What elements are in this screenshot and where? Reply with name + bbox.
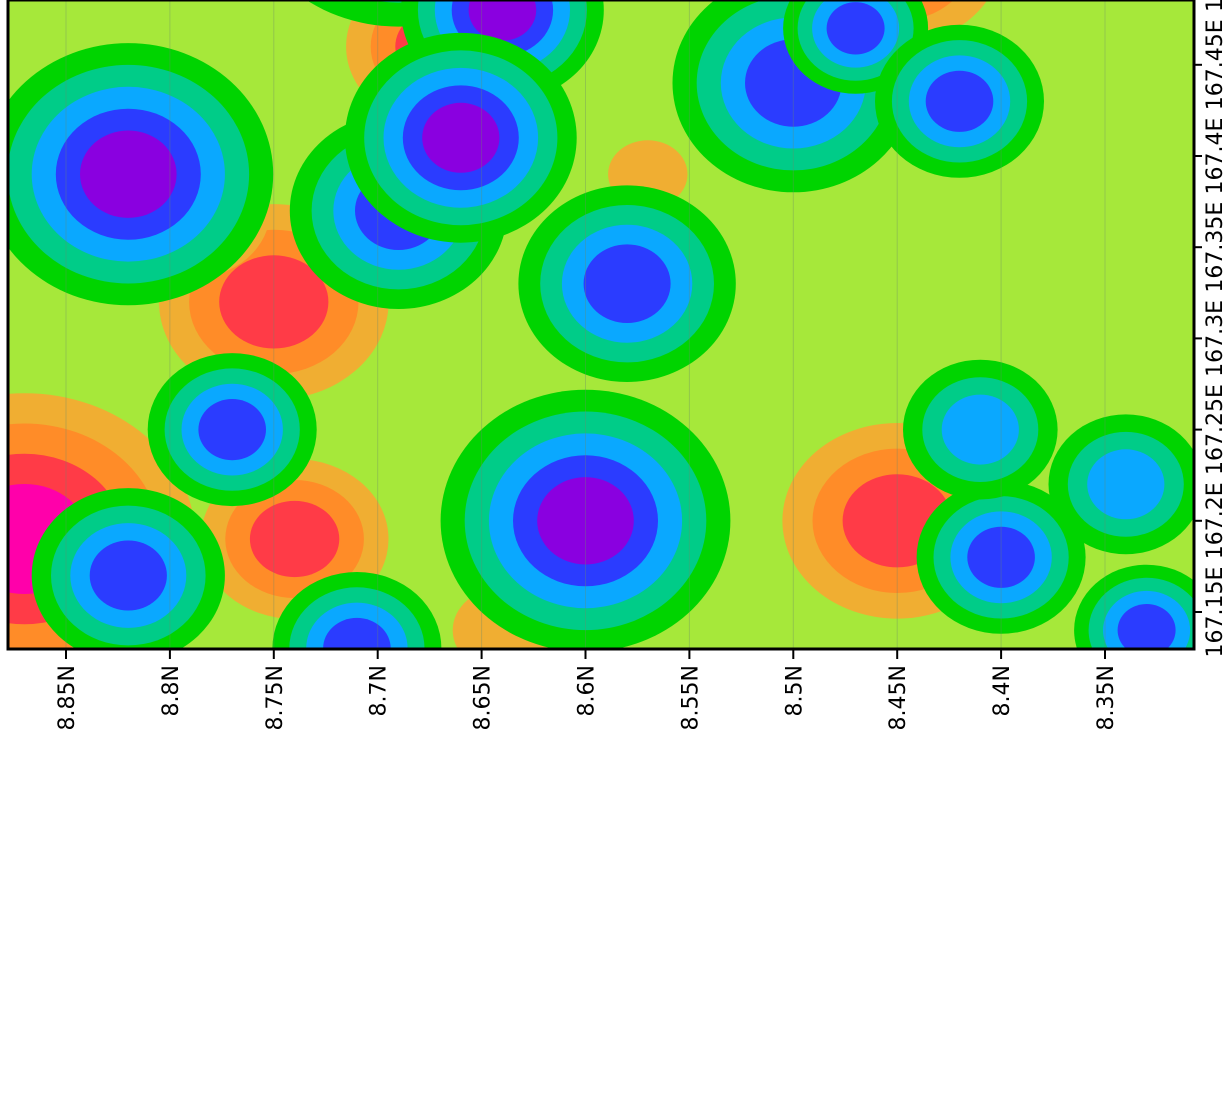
y-tick-label: 167.5E	[1203, 0, 1228, 12]
x-tick-label: 8.45N	[886, 665, 911, 730]
grid-lines	[65, 0, 1106, 649]
contour-bands	[8, 0, 1194, 649]
contour-band-27-8	[826, 2, 885, 55]
y-tick-label: 167.4E	[1203, 118, 1228, 195]
contour-band-21-9	[422, 102, 500, 173]
contour-band-35-8	[967, 526, 1035, 588]
y-tick-label: 167.2E	[1203, 482, 1228, 559]
contour-band-16-9	[80, 130, 177, 218]
x-tick-label: 8.65N	[471, 665, 496, 730]
contour-band-23-8	[89, 540, 167, 611]
x-tick-label: 8.35N	[1094, 665, 1119, 730]
plot-frame	[6, 0, 1196, 651]
x-tick-label: 8.55N	[678, 665, 703, 730]
x-tick-label: 8.7N	[367, 665, 392, 716]
y-tick-label: 167.35E	[1203, 202, 1228, 293]
x-axis: 8.85N 8.8N 8.75N 8.7N 8.65N 8.6N 8.55N 8.5N 8.45…	[55, 649, 1119, 730]
contour-band-33-8	[198, 399, 266, 461]
y-tick-label: 167.15E	[1203, 567, 1228, 658]
contour-band-38-7	[941, 394, 1019, 465]
x-tick-label: 8.5N	[782, 665, 807, 716]
y-tick-label: 167.3E	[1203, 300, 1228, 377]
contour-band-36-8	[1117, 604, 1176, 649]
x-tick-label: 8.75N	[263, 665, 288, 730]
contour-band-25-8	[323, 617, 391, 649]
y-tick-label: 167.25E	[1203, 384, 1228, 475]
contour-band-18-9	[468, 0, 537, 41]
x-tick-label: 8.8N	[159, 665, 184, 716]
x-tick-label: 8.4N	[990, 665, 1015, 716]
contour-band-8-1	[249, 500, 340, 578]
contour-band-22-9	[537, 477, 634, 565]
x-tick-label: 8.85N	[55, 665, 80, 730]
y-axis: 167.15E 167.2E 167.25E 167.3E 167.35E 167.4E 1…	[1194, 0, 1228, 657]
contour-band-28-8	[925, 70, 994, 132]
contour-band-24-8	[583, 244, 671, 323]
contour-field	[8, 0, 1194, 649]
x-tick-label: 8.6N	[575, 665, 600, 716]
contour-band-37-7	[1087, 449, 1165, 520]
contour-band-4-1	[219, 255, 329, 349]
y-tick-label: 167.45E	[1203, 19, 1228, 110]
